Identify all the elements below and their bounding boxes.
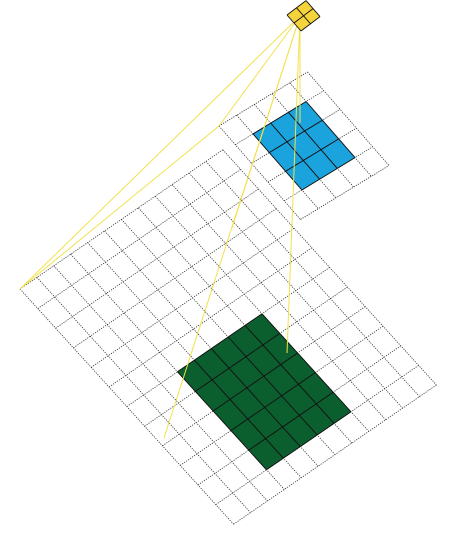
projection-line	[286, 15, 301, 354]
hidden-layer-grid-line	[307, 71, 390, 166]
input-layer-highlight-region	[177, 313, 351, 470]
input-layer-cell-line	[210, 348, 301, 447]
input-layer-grid-line	[37, 169, 241, 309]
input-layer-cell-line	[227, 336, 318, 436]
input-layer-cell-line	[261, 313, 352, 413]
hidden-layer-cell-line	[301, 157, 356, 191]
input-layer-grid-line	[108, 247, 313, 388]
projection-line	[19, 15, 301, 290]
output-feature-map	[286, 0, 321, 32]
input-layer-cell-line	[248, 391, 334, 451]
output-layer-cell-line	[300, 16, 321, 32]
input-layer-cell-line	[230, 372, 316, 431]
hidden-layer-grid-line	[283, 146, 373, 202]
input-layer-grid-line	[19, 149, 224, 290]
hidden-layer-cell-line	[288, 112, 338, 169]
hidden-layer-grid-line	[218, 125, 301, 220]
input-layer-cell-line	[177, 313, 263, 373]
projection-line	[19, 125, 220, 290]
hidden-layer-grid-line	[289, 82, 372, 177]
input-layer-cell-line	[244, 325, 335, 424]
hidden-layer-cell-line	[252, 101, 307, 135]
input-layer-cell-line	[194, 359, 284, 459]
input-layer-grid-line	[233, 384, 437, 525]
projection-line	[218, 15, 301, 127]
hidden-layer-grid-line	[235, 90, 325, 146]
input-layer-grid-line	[90, 227, 295, 368]
hidden-layer-grid-line	[236, 114, 319, 209]
hidden-layer-highlight-region	[253, 101, 355, 190]
hidden-layer-cell-line	[305, 101, 356, 158]
input-layer-grid-line	[73, 208, 277, 349]
projection-line	[231, 15, 301, 229]
output-layer-cell-line	[293, 8, 314, 24]
input-layer-grid-line	[205, 161, 420, 397]
input-layer-cell-line	[195, 333, 281, 392]
hidden-layer-grid-line	[251, 109, 341, 164]
hidden-layer-grid-line	[254, 104, 337, 199]
input-layer-grid-line	[55, 188, 259, 329]
input-feature-map	[19, 149, 437, 525]
projection-lines	[19, 15, 301, 439]
hidden-layer-grid-line	[267, 127, 357, 183]
output-layer-cell-line	[286, 0, 307, 16]
input-layer-grid-line	[171, 184, 386, 421]
input-layer-grid-line	[36, 277, 251, 513]
input-layer-cell-line	[212, 352, 298, 412]
hidden-layer-grid-line	[271, 93, 354, 188]
hidden-layer-grid-line	[218, 71, 308, 127]
hidden-layer-grid-line	[300, 165, 390, 220]
input-layer-cell-line	[266, 411, 352, 471]
input-layer-cell-line	[177, 371, 267, 471]
